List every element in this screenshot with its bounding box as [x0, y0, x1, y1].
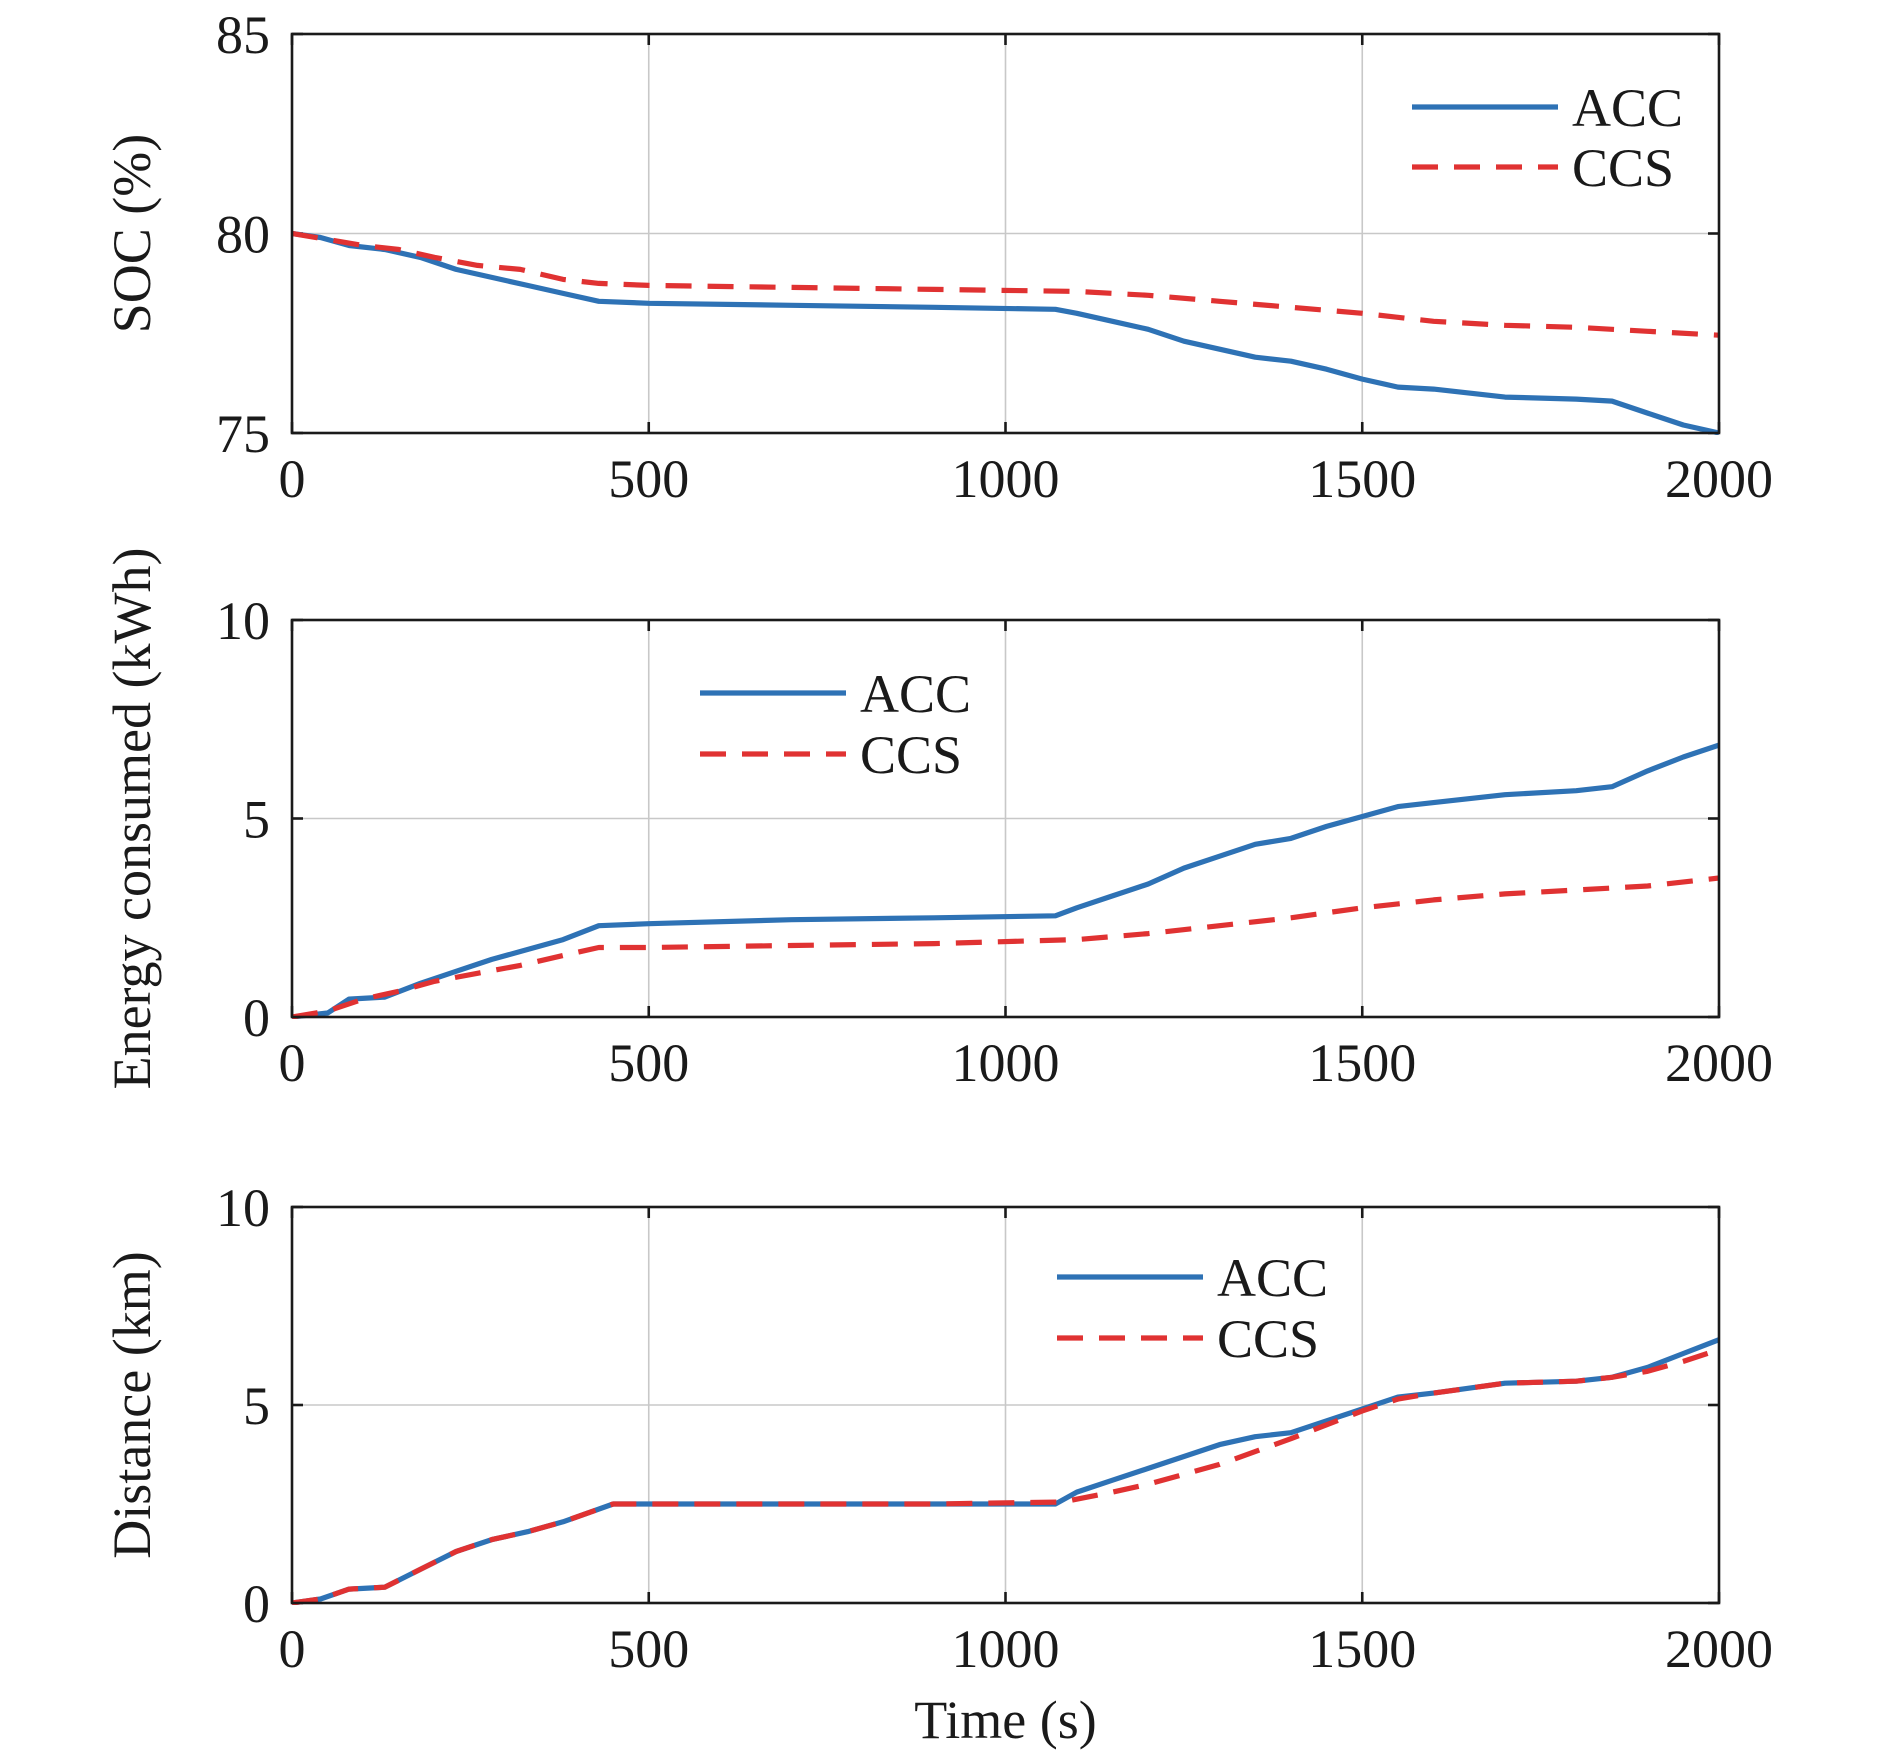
series-line-ccs — [292, 875, 1719, 1019]
series-line-acc — [292, 230, 1719, 435]
chart-panel-2: 0 500 1000 1500 2000 0 5 10 Energy consumed (kWh… — [102, 548, 1773, 1093]
x-tick-label: 500 — [608, 1033, 689, 1093]
x-tick-label: 2000 — [1665, 449, 1773, 509]
y-tick-label: 0 — [243, 988, 270, 1048]
y-tick-label: 80 — [216, 205, 270, 265]
y-tick-label: 5 — [243, 790, 270, 850]
y-tick-label: 10 — [216, 1178, 270, 1238]
x-tick-label: 500 — [608, 1619, 689, 1679]
axes-frame — [290, 32, 1721, 435]
legend-label-ccs: CCS — [860, 725, 962, 785]
legend-label-ccs: CCS — [1217, 1309, 1319, 1369]
axes-frame — [290, 1205, 1721, 1605]
axes-frame — [290, 618, 1721, 1019]
y-tick-label: 0 — [243, 1574, 270, 1634]
x-tick-label: 0 — [279, 1619, 306, 1679]
y-axis-label: Distance (km) — [102, 1251, 162, 1558]
legend-label-ccs: CCS — [1572, 138, 1674, 198]
y-axis-label: SOC (%) — [102, 134, 162, 334]
y-tick-label: 75 — [216, 404, 270, 464]
x-tick-label: 1500 — [1308, 449, 1416, 509]
legend-label-acc: ACC — [1572, 78, 1683, 138]
x-tick-label: 2000 — [1665, 1033, 1773, 1093]
x-axis-label: Time (s) — [914, 1690, 1097, 1750]
x-tick-label: 1000 — [952, 1033, 1060, 1093]
chart-panel-3: 0 500 1000 1500 2000 0 5 10 Distance (km) Time (s… — [102, 1178, 1773, 1750]
x-tick-label: 1000 — [952, 1619, 1060, 1679]
x-tick-label: 1500 — [1308, 1033, 1416, 1093]
y-tick-label: 10 — [216, 591, 270, 651]
legend-label-acc: ACC — [1217, 1248, 1328, 1308]
series-line-ccs — [292, 1347, 1719, 1605]
x-tick-label: 1000 — [952, 449, 1060, 509]
series-line-ccs — [292, 230, 1719, 338]
x-tick-label: 0 — [279, 449, 306, 509]
y-tick-label: 5 — [243, 1376, 270, 1436]
y-axis-label: Energy consumed (kWh) — [102, 548, 162, 1090]
legend-label-acc: ACC — [860, 664, 971, 724]
series-line-acc — [292, 742, 1719, 1019]
x-tick-label: 1500 — [1308, 1619, 1416, 1679]
x-tick-label: 0 — [279, 1033, 306, 1093]
x-tick-label: 500 — [608, 449, 689, 509]
x-tick-label: 2000 — [1665, 1619, 1773, 1679]
y-tick-label: 85 — [216, 5, 270, 65]
